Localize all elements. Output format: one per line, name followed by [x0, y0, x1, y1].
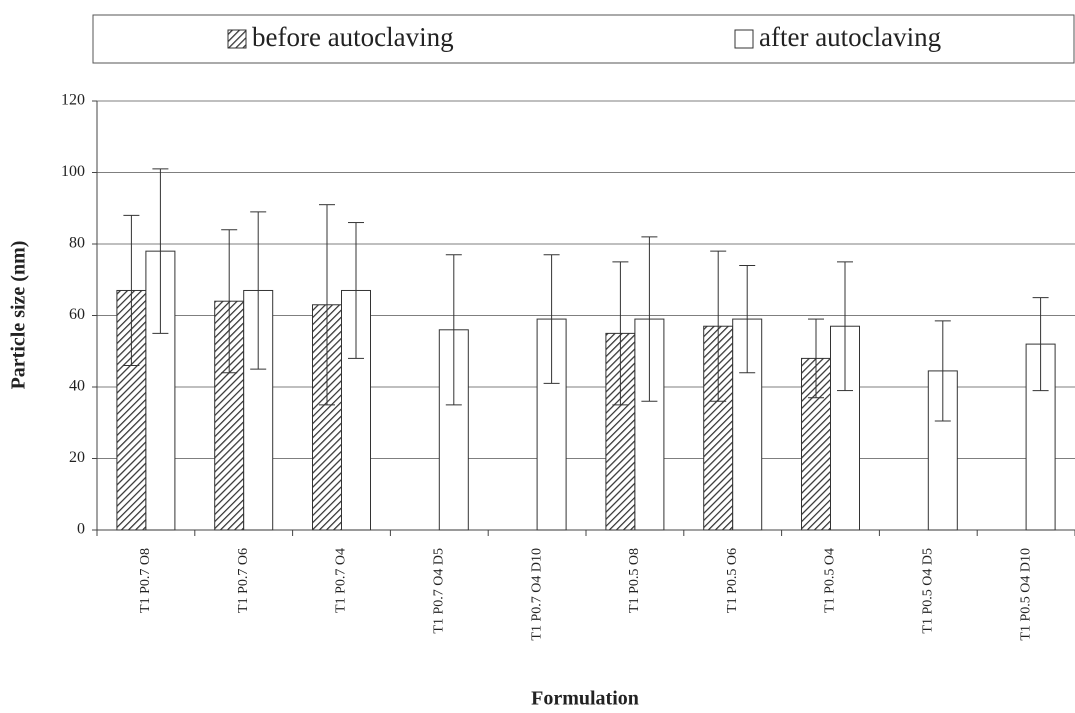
legend-box	[92, 14, 1075, 64]
y-tick-label: 120	[61, 92, 85, 109]
bar	[145, 250, 176, 531]
x-tick-label: T1 P0.7 O8	[138, 548, 153, 613]
x-tick-label: T1 P0.7 O6	[236, 548, 251, 613]
x-tick-label: T1 P0.7 O4	[334, 548, 349, 613]
x-tick-label: T1 P0.5 O8	[627, 548, 642, 613]
legend-label: before autoclaving	[252, 22, 454, 52]
legend-swatch	[734, 29, 754, 49]
x-tick-label: T1 P0.7 O4 D5	[432, 548, 447, 634]
y-tick-label: 60	[69, 306, 85, 323]
y-tick-label: 40	[69, 378, 85, 395]
y-tick-label: 20	[69, 449, 85, 466]
x-tick-label: T1 P0.5 O6	[725, 548, 740, 613]
x-tick-label: T1 P0.7 O4 D10	[529, 548, 544, 641]
y-tick-label: 80	[69, 235, 85, 252]
y-tick-label: 100	[61, 163, 85, 180]
x-tick-label: T1 P0.5 O4 D5	[921, 548, 936, 634]
legend-swatch	[227, 29, 247, 49]
x-axis-title: Formulation	[531, 688, 639, 710]
y-axis-title: Particle size (nm)	[8, 241, 30, 390]
y-tick-label: 0	[77, 521, 85, 538]
x-tick-label: T1 P0.5 O4 D10	[1018, 548, 1033, 641]
x-tick-label: T1 P0.5 O4	[823, 548, 838, 613]
legend-label: after autoclaving	[759, 22, 941, 52]
